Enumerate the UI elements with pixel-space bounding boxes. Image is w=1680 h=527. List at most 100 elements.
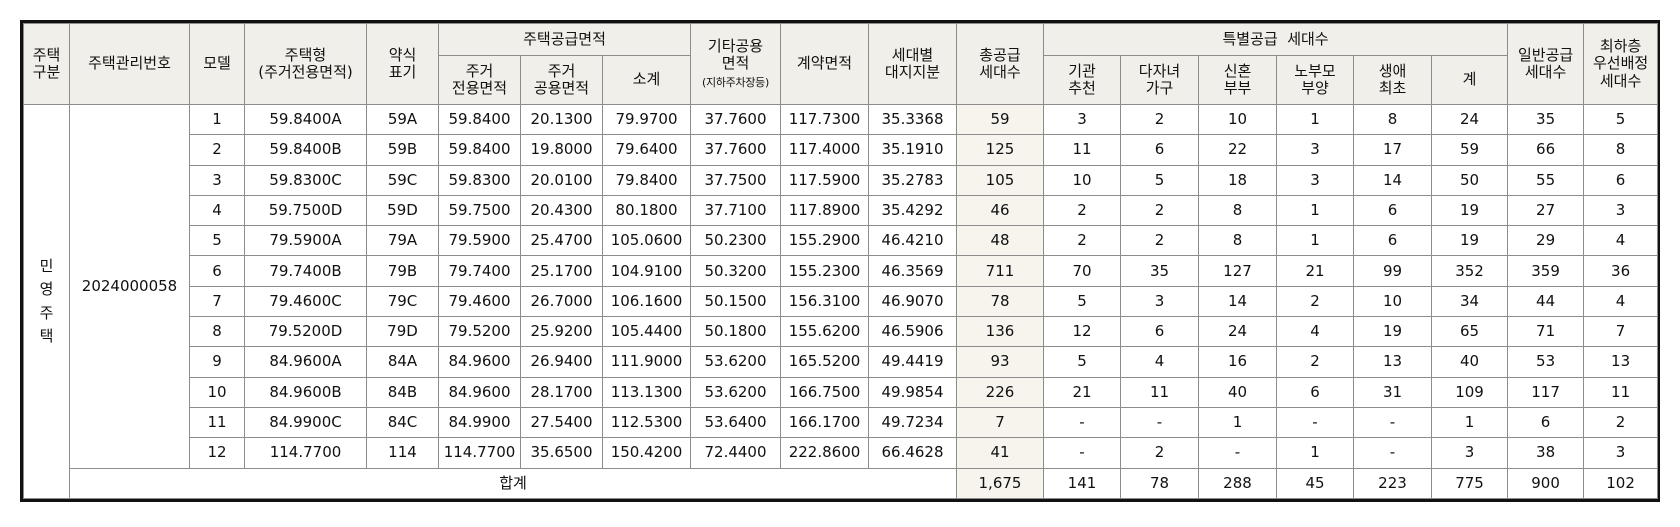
cell-inst: 3 (1043, 103, 1121, 136)
totals-label: 합계 (69, 467, 957, 500)
table-row: 7 79.4600C 79C 79.4600 26.7000 106.1600 50.150… (24, 285, 1659, 318)
table-row: 8 79.5200D 79D 79.5200 25.9200 105.4400 50.180… (24, 316, 1659, 348)
cell-multi: 4 (1120, 346, 1199, 378)
supply-table-frame: 주택 구분 주택관리번호 모델 주택형 (주거전용면적) 약식 표기 주택공급면… (20, 20, 1660, 502)
cell-land: 46.9070 (868, 285, 957, 318)
cell-inst: 11 (1043, 134, 1121, 166)
totals-inst: 141 (1043, 467, 1121, 500)
cell-abbr: 59B (366, 134, 439, 166)
header-residential-common-text: 주거 공용면적 (533, 61, 590, 97)
totals-elder: 45 (1276, 467, 1354, 500)
cell-common: 28.1700 (520, 376, 603, 408)
cell-abbr: 59D (366, 194, 439, 227)
cell-excl: 59.8400 (438, 103, 521, 136)
cell-elder: 6 (1276, 376, 1354, 408)
cell-abbr: 79A (366, 225, 439, 257)
housing-type-cell: 민영주택 (23, 104, 70, 499)
cell-size: 114.7700 (244, 437, 367, 469)
cell-sub: 79.9700 (602, 103, 691, 136)
cell-lowest: 36 (1583, 255, 1659, 287)
cell-size: 59.8300C (244, 164, 367, 196)
table-body: 민영주택 2024000058 1 59.8400A 59A 59.8400 20.1300… (23, 103, 1659, 500)
cell-common: 19.8000 (520, 134, 603, 166)
cell-lowest: 5 (1583, 103, 1659, 136)
table-row: 6 79.7400B 79B 79.7400 25.1700 104.9100 50.320… (24, 255, 1659, 287)
totals-total: 1,675 (956, 467, 1044, 500)
cell-sp-total: 3 (1430, 437, 1509, 469)
cell-model: 11 (189, 406, 245, 439)
totals-newly: 288 (1198, 467, 1277, 500)
cell-model: 2 (189, 134, 245, 166)
totals-row: 합계 1,675 141 78 288 45 223 775 900 102 (24, 467, 1659, 500)
cell-other: 72.4400 (690, 437, 781, 469)
cell-elder: 2 (1276, 346, 1354, 378)
cell-land: 35.1910 (868, 134, 957, 166)
cell-sub: 106.1600 (602, 285, 691, 318)
cell-general: 66 (1507, 134, 1585, 166)
cell-contract: 117.8900 (780, 194, 869, 227)
cell-excl: 84.9600 (438, 346, 521, 378)
cell-abbr: 84B (366, 376, 439, 408)
cell-excl: 79.7400 (438, 255, 521, 287)
cell-sp-total: 19 (1430, 194, 1509, 227)
header-elderly-parent: 노부모 부양 (1276, 55, 1354, 105)
cell-lowest: 7 (1583, 316, 1659, 348)
header-first-life-text: 생애 최초 (1378, 61, 1407, 97)
table-row: 9 84.9600A 84A 84.9600 26.9400 111.9000 53.620… (24, 346, 1659, 378)
cell-contract: 117.4000 (780, 134, 869, 166)
cell-model: 6 (189, 255, 245, 287)
cell-size: 79.7400B (244, 255, 367, 287)
cell-abbr: 84A (366, 346, 439, 378)
cell-total: 48 (956, 225, 1044, 257)
cell-newly: 22 (1198, 134, 1277, 166)
cell-land: 35.3368 (868, 103, 957, 136)
cell-sub: 104.9100 (602, 255, 691, 287)
cell-model: 9 (189, 346, 245, 378)
cell-sp-total: 352 (1430, 255, 1509, 287)
cell-general: 117 (1507, 376, 1585, 408)
cell-general: 35 (1507, 103, 1585, 136)
cell-sp-total: 109 (1430, 376, 1509, 408)
cell-abbr: 59C (366, 164, 439, 196)
cell-contract: 166.1700 (780, 406, 869, 439)
header-lowest-floor-text: 최하층 우선배정 세대수 (1592, 37, 1649, 90)
cell-first: 31 (1353, 376, 1432, 408)
cell-land: 49.9854 (868, 376, 957, 408)
table-row: 3 59.8300C 59C 59.8300 20.0100 79.8400 37.7500… (24, 164, 1659, 196)
cell-sub: 112.5300 (602, 406, 691, 439)
cell-land: 49.4419 (868, 346, 957, 378)
cell-other: 50.2300 (690, 225, 781, 257)
cell-newly: 1 (1198, 406, 1277, 439)
header-abbrev-text: 약식 표기 (388, 45, 417, 81)
cell-general: 53 (1507, 346, 1585, 378)
cell-excl: 59.8400 (438, 134, 521, 166)
header-multi-child: 다자녀 가구 (1120, 55, 1199, 105)
cell-lowest: 13 (1583, 346, 1659, 378)
cell-common: 27.5400 (520, 406, 603, 439)
cell-excl: 59.7500 (438, 194, 521, 227)
cell-other: 53.6200 (690, 346, 781, 378)
cell-contract: 155.6200 (780, 316, 869, 348)
header-multi-child-text: 다자녀 가구 (1138, 61, 1181, 97)
cell-general: 359 (1507, 255, 1585, 287)
cell-first: - (1353, 406, 1432, 439)
cell-first: 17 (1353, 134, 1432, 166)
cell-contract: 165.5200 (780, 346, 869, 378)
header-model: 모델 (189, 23, 245, 105)
cell-elder: 3 (1276, 164, 1354, 196)
cell-general: 55 (1507, 164, 1585, 196)
cell-excl: 59.8300 (438, 164, 521, 196)
cell-size: 79.4600C (244, 285, 367, 318)
cell-total: 59 (956, 103, 1044, 136)
cell-size: 79.5200D (244, 316, 367, 348)
cell-size: 79.5900A (244, 225, 367, 257)
header-residential-exclusive-text: 주거 전용면적 (451, 61, 508, 97)
cell-size: 59.7500D (244, 194, 367, 227)
cell-total: 125 (956, 134, 1044, 166)
cell-inst: 5 (1043, 285, 1121, 318)
cell-abbr: 114 (366, 437, 439, 469)
cell-elder: 1 (1276, 437, 1354, 469)
cell-land: 46.3569 (868, 255, 957, 287)
cell-contract: 117.7300 (780, 103, 869, 136)
cell-lowest: 3 (1583, 194, 1659, 227)
